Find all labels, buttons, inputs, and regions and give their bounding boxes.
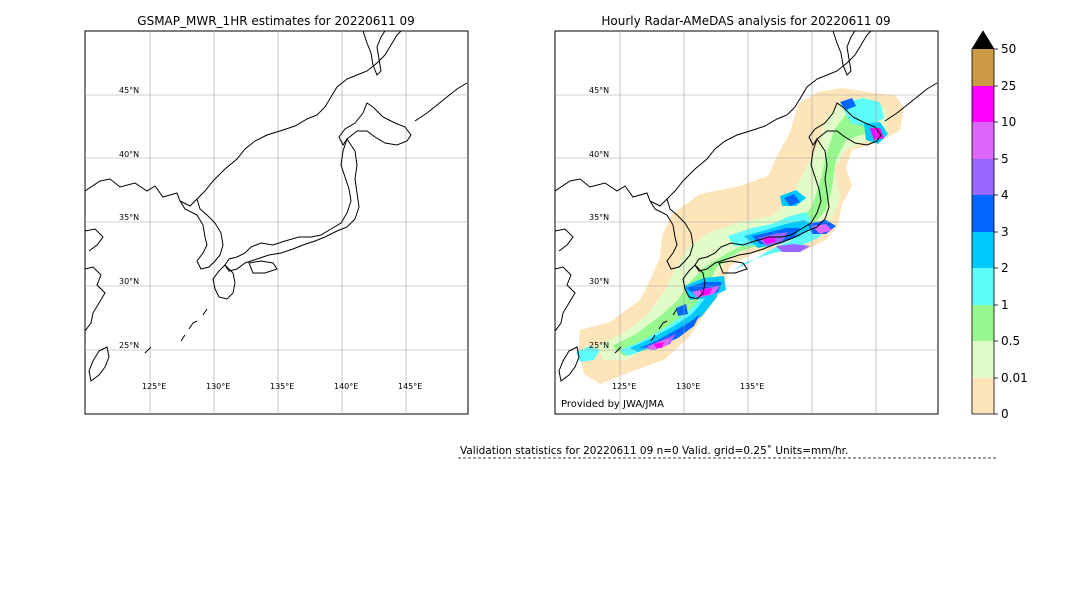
- colorbar-bin: [972, 122, 994, 159]
- colorbar-bin: [972, 195, 994, 232]
- left-map-frame: [84, 30, 469, 415]
- lon-label: 125°E: [142, 382, 166, 391]
- colorbar-label: 2: [1001, 261, 1009, 275]
- colorbar-label: 50: [1001, 42, 1016, 56]
- colorbar-label: 4: [1001, 188, 1009, 202]
- precipitation-field: [576, 88, 904, 384]
- lat-label: 35°N: [119, 213, 139, 222]
- lat-label: 30°N: [589, 277, 609, 286]
- colorbar-bin: [972, 86, 994, 122]
- colorbar-label: 1: [1001, 298, 1009, 312]
- colorbar-bin: [972, 341, 994, 378]
- left-map-gridlines: [85, 31, 468, 414]
- lat-label: 40°N: [589, 150, 609, 159]
- lon-label: 135°E: [740, 382, 764, 391]
- right-map-gridlines: [555, 31, 938, 414]
- colorbar-bin: [972, 378, 994, 414]
- left-map-lat-labels: 45°N 40°N 35°N 30°N 25°N: [119, 86, 139, 350]
- colorbar-label: 3: [1001, 225, 1009, 239]
- colorbar-label: 0: [1001, 407, 1009, 421]
- colorbar-bin: [972, 305, 994, 341]
- lat-label: 40°N: [119, 150, 139, 159]
- lat-label: 35°N: [589, 213, 609, 222]
- lon-label: 125°E: [612, 382, 636, 391]
- lon-label: 145°E: [398, 382, 422, 391]
- colorbar-extend-arrow: [972, 31, 994, 49]
- lat-label: 25°N: [589, 341, 609, 350]
- colorbar-label: 10: [1001, 115, 1016, 129]
- colorbar-bin: [972, 159, 994, 195]
- left-map-title: GSMAP_MWR_1HR estimates for 20220611 09: [137, 14, 414, 28]
- lon-label: 140°E: [334, 382, 358, 391]
- lat-label: 25°N: [119, 341, 139, 350]
- right-map-lon-labels: 125°E 130°E 135°E: [612, 382, 764, 391]
- colorbar-label: 25: [1001, 79, 1016, 93]
- lat-label: 45°N: [589, 86, 609, 95]
- colorbar-bin: [972, 232, 994, 268]
- right-map-title: Hourly Radar-AMeDAS analysis for 2022061…: [601, 14, 890, 28]
- lon-label: 135°E: [270, 382, 294, 391]
- colorbar-label: 0.5: [1001, 334, 1020, 348]
- left-map-panel: [84, 30, 469, 415]
- colorbar-label: 5: [1001, 152, 1009, 166]
- colorbar: 0 0.01 0.5 1 2 3 4 5 10 25 50: [971, 30, 1028, 421]
- colorbar-bin: [972, 49, 994, 86]
- lat-label: 45°N: [119, 86, 139, 95]
- lat-label: 30°N: [119, 277, 139, 286]
- colorbar-label: 0.01: [1001, 371, 1028, 385]
- colorbar-outline: [971, 30, 995, 415]
- right-map-panel: [554, 30, 939, 415]
- data-credit: Provided by JWA/JMA: [561, 399, 664, 410]
- left-map-lon-labels: 125°E 130°E 135°E 140°E 145°E: [142, 382, 422, 391]
- validation-statistics: Validation statistics for 20220611 09 n=…: [460, 445, 848, 457]
- lon-label: 130°E: [206, 382, 230, 391]
- colorbar-bin: [972, 268, 994, 305]
- lon-label: 130°E: [676, 382, 700, 391]
- right-map-lat-labels: 45°N 40°N 35°N 30°N 25°N: [589, 86, 609, 350]
